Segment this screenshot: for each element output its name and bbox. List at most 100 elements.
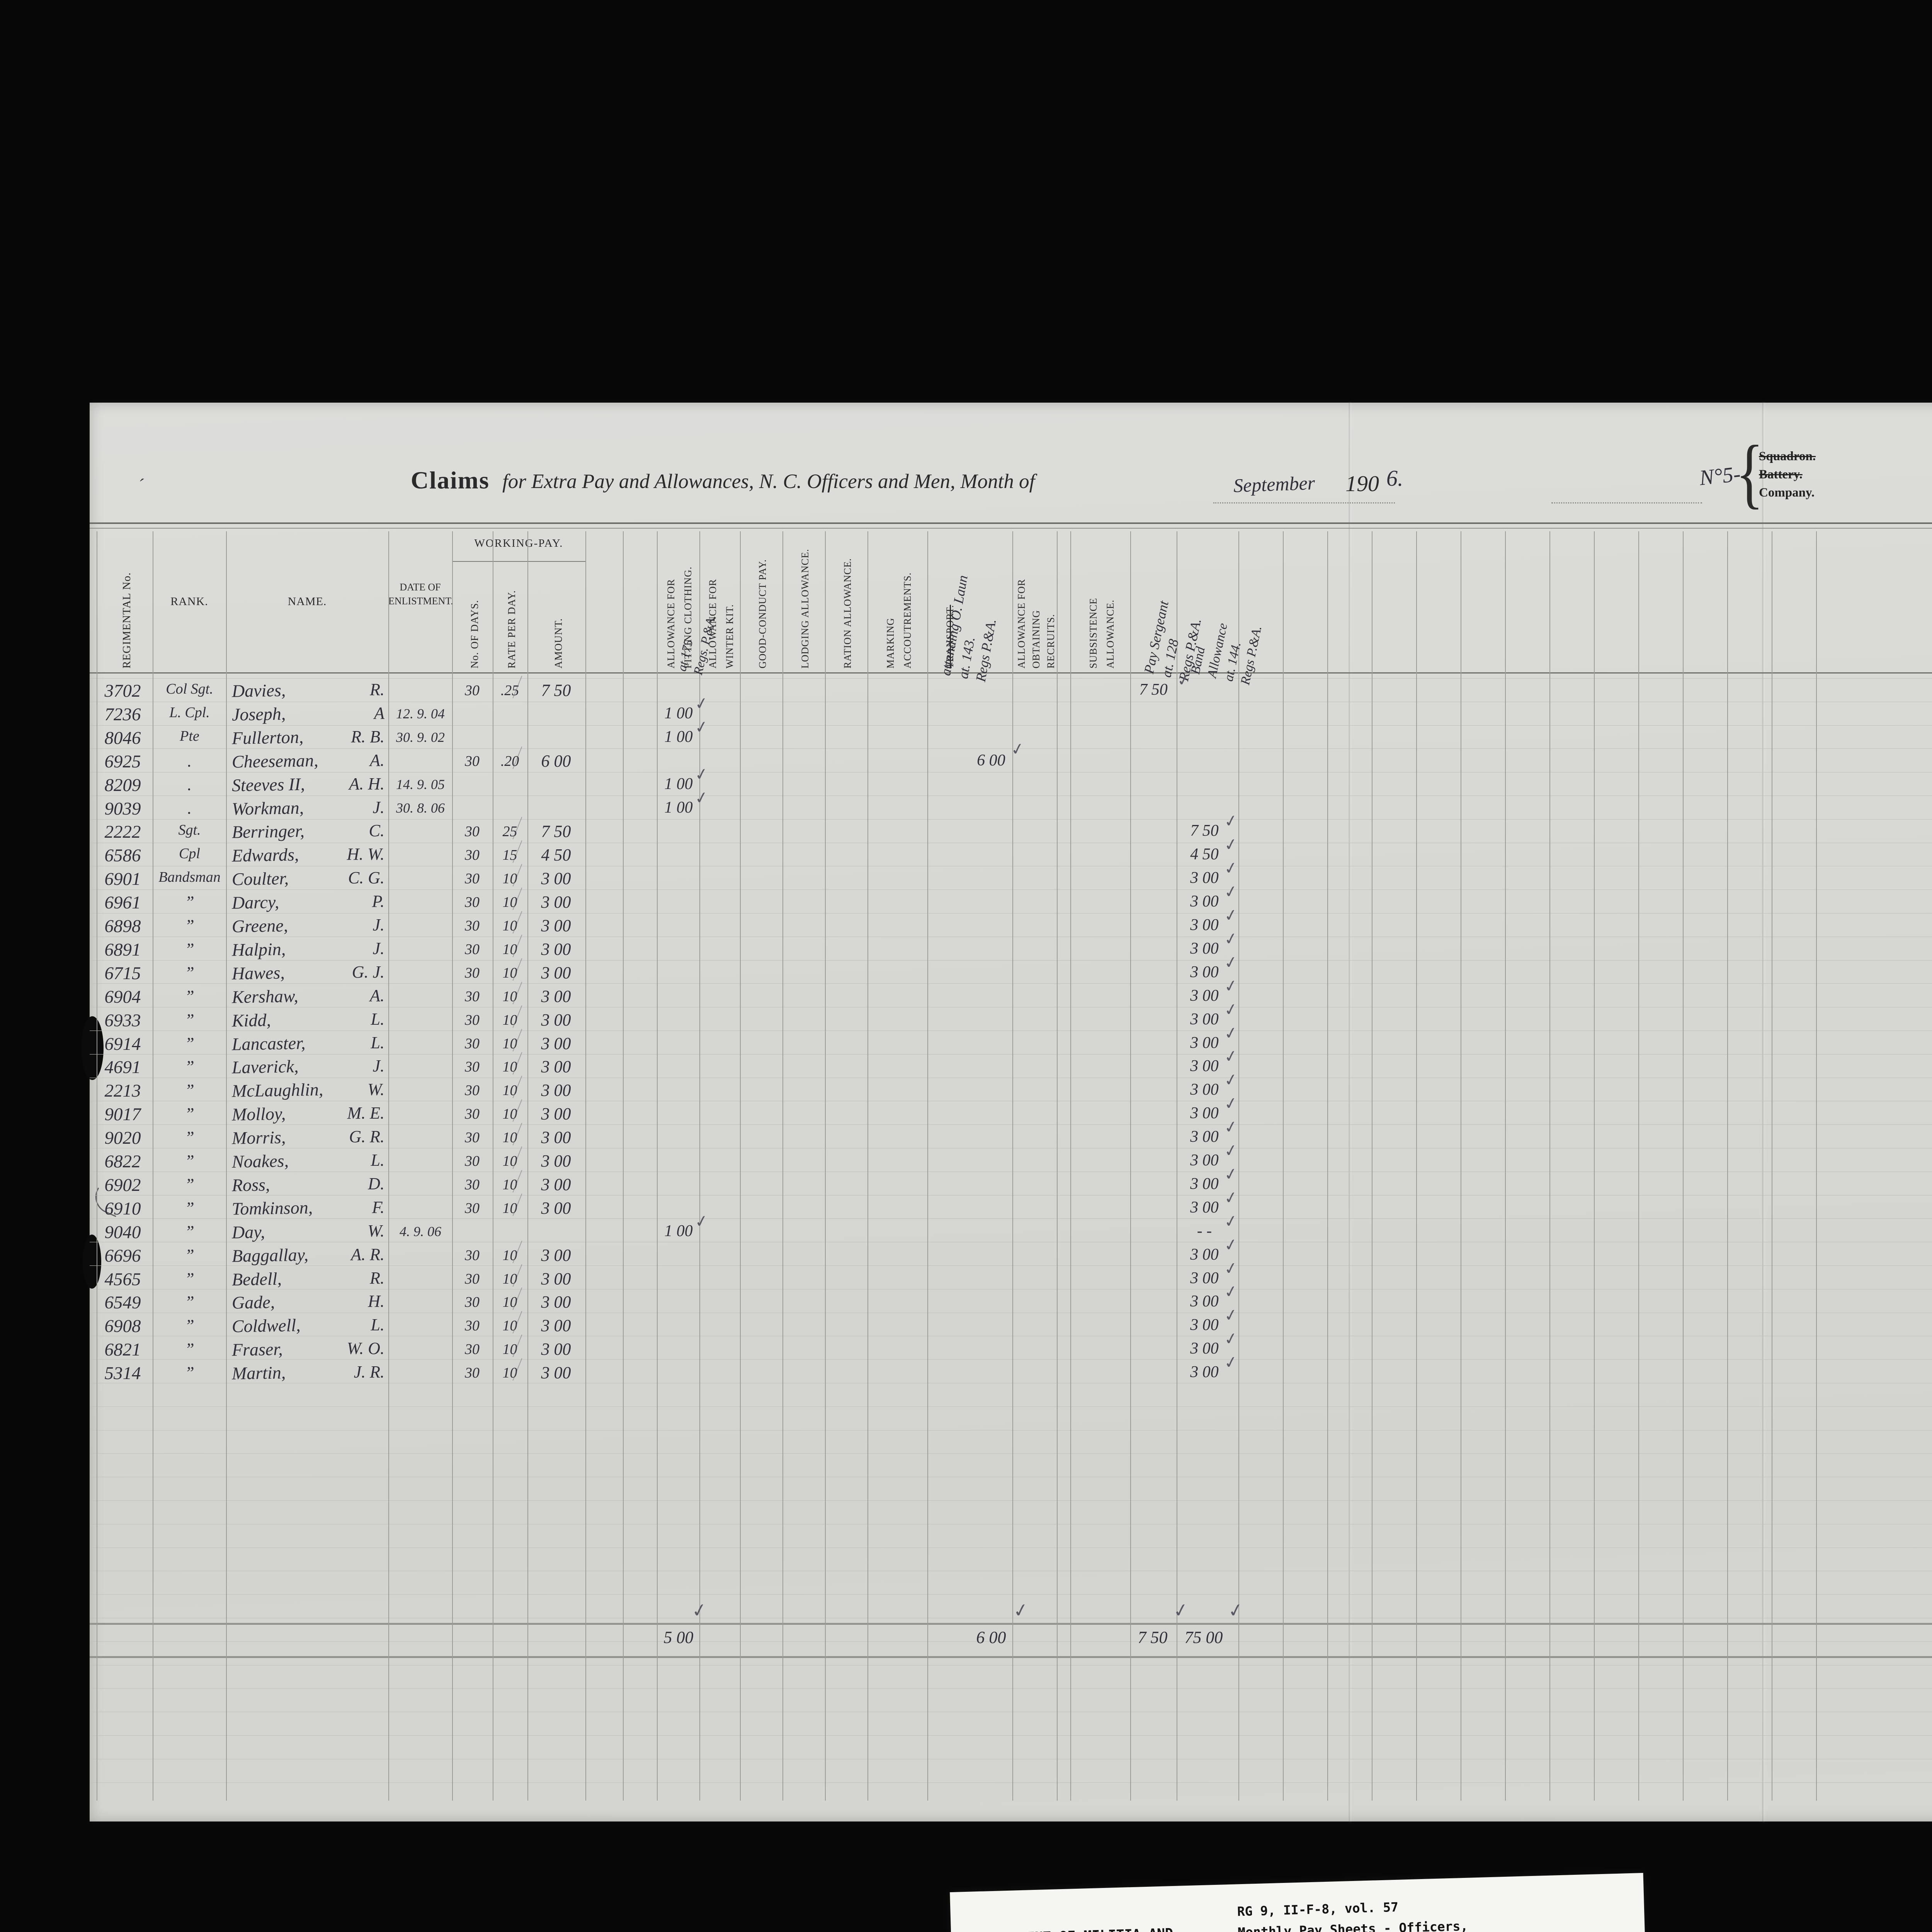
- cell-band-allowance: 3 00: [1190, 1269, 1219, 1287]
- cell-rank: Cpl: [179, 845, 200, 862]
- cell-amount: 4 50: [541, 845, 571, 864]
- cell-regimental-no: 2213: [104, 1081, 141, 1101]
- cell-regimental-no: 6904: [104, 987, 141, 1007]
- rule-line: [90, 1265, 1932, 1266]
- col-header-line: RATION ALLOWANCE.: [842, 558, 853, 668]
- cell-initials: A.: [370, 986, 384, 1005]
- cell-rate: 10: [502, 988, 517, 1005]
- cell-days: 30: [465, 1106, 480, 1122]
- cell-amount: 3 00: [541, 869, 571, 888]
- cell-band-allowance: 7 50: [1190, 822, 1219, 840]
- column-line: [657, 531, 658, 1801]
- cell-days: 30: [465, 823, 480, 840]
- cell-band-allowance: 3 00: [1190, 1057, 1219, 1075]
- column-line: [782, 531, 783, 1801]
- column-line: [452, 531, 453, 1801]
- cell-days: 30: [465, 1082, 480, 1099]
- cell-days: 30: [465, 871, 480, 887]
- col-header-vertical: REGIMENTAL No.: [100, 540, 154, 671]
- cell-initials: R.: [370, 1269, 384, 1287]
- cell-days: 30: [465, 941, 480, 957]
- col-header-vertical: No. OF DAYS.: [455, 563, 494, 671]
- col-header-date-of-enlistment: DATE OF ENLISTMENT.: [388, 580, 453, 608]
- col-header-line: ALLOWANCE FOR: [665, 579, 677, 668]
- cell-amount: 3 00: [541, 963, 571, 982]
- month-blank-line: [1213, 502, 1395, 503]
- column-line: [623, 531, 624, 1801]
- cell-rank: ”: [185, 1199, 194, 1218]
- cell-initials: R.: [370, 680, 384, 699]
- col-header-line: RECRUITS.: [1045, 614, 1056, 668]
- cell-initials: J.: [372, 939, 384, 958]
- cell-rank: ”: [185, 940, 194, 959]
- cell-amount: 3 00: [541, 1104, 571, 1123]
- cell-days: 30: [465, 918, 480, 934]
- year-handwritten: 6.: [1386, 466, 1403, 491]
- cell-initials: L.: [371, 1010, 384, 1029]
- cell-rate: 10: [502, 918, 517, 934]
- cell-date-of-enlistment: 4. 9. 06: [400, 1224, 441, 1239]
- paper-crease: [1349, 403, 1350, 1821]
- totals-rule-top: [90, 1623, 1932, 1625]
- cell-rate: 15: [502, 847, 517, 863]
- cell-rate: 10: [502, 1247, 517, 1264]
- cell-regimental-no: 6933: [104, 1010, 141, 1031]
- column-line: [1238, 531, 1239, 1801]
- cell-days: 30: [465, 894, 480, 910]
- cell-date-of-enlistment: 12. 9. 04: [396, 706, 445, 721]
- cell-fitting-clothing: 1 00: [664, 799, 693, 816]
- cell-regimental-no: 6821: [104, 1340, 141, 1360]
- cell-initials: F.: [372, 1198, 384, 1217]
- col-header-line: OBTAINING: [1030, 610, 1042, 668]
- cell-initials: G. J.: [352, 963, 384, 981]
- cell-days: 30: [465, 1365, 480, 1381]
- cell-initials: A. R.: [351, 1245, 384, 1264]
- cell-rank: ”: [185, 1222, 194, 1241]
- cell-rank: Sgt.: [178, 822, 201, 838]
- column-line: [1638, 531, 1639, 1801]
- rule-line: [90, 1406, 1932, 1407]
- cell-days: 30: [465, 1036, 480, 1052]
- cell-amount: 3 00: [541, 1057, 571, 1076]
- cell-band-allowance: 3 00: [1190, 916, 1219, 934]
- cell-regimental-no: 6910: [104, 1199, 141, 1219]
- rule-line: [90, 1359, 1932, 1360]
- cell-rank: ”: [185, 1340, 194, 1359]
- cell-initials: W.: [367, 1080, 384, 1099]
- rule-line: [90, 983, 1932, 984]
- cell-amount: 3 00: [541, 987, 571, 1006]
- cell-amount: 3 00: [541, 1081, 571, 1100]
- cell-regimental-no: 9039: [104, 799, 141, 819]
- month-handwritten: September: [1233, 472, 1315, 497]
- unit-options: Squadron. Battery. Company.: [1759, 447, 1816, 502]
- cell-amount: 3 00: [541, 1010, 571, 1029]
- col-header-vertical: LODGING ALLOWANCE.: [784, 540, 827, 671]
- cell-fitting-clothing: 1 00: [664, 728, 693, 746]
- cell-days: 30: [465, 1271, 480, 1287]
- cell-initials: H. W.: [347, 845, 384, 864]
- cell-rate: 10: [502, 1177, 517, 1193]
- cell-regimental-no: 6961: [104, 893, 141, 913]
- col-header-line: ALLOWANCE FOR: [1015, 579, 1027, 668]
- year-printed: 190: [1345, 471, 1379, 496]
- cell-initials: W.: [367, 1221, 384, 1240]
- cell-regimental-no: 4691: [104, 1057, 141, 1077]
- cell-regimental-no: 5314: [104, 1363, 141, 1383]
- column-line: [1727, 531, 1728, 1801]
- cell-band-allowance: 3 00: [1190, 1151, 1219, 1169]
- cell-rank: ”: [185, 893, 194, 912]
- column-line: [1057, 531, 1058, 1801]
- cell-rate: 10: [502, 941, 517, 957]
- column-line: [1683, 531, 1684, 1801]
- col-header-working-pay: WORKING-PAY.: [474, 537, 563, 549]
- title-rest: for Extra Pay and Allowances, N. C. Offi…: [502, 470, 1035, 493]
- col-header-line: LODGING ALLOWANCE.: [799, 549, 811, 668]
- cell-days: 30: [465, 1318, 480, 1334]
- cell-regimental-no: 6891: [104, 940, 141, 960]
- column-line: [1130, 531, 1131, 1801]
- cell-regimental-no: 6908: [104, 1316, 141, 1336]
- rule-line: [90, 1641, 1932, 1642]
- title-rule: [90, 522, 1932, 524]
- reference-stamp-text: RG 9, II-F-8, vol. 57 Monthly Pay Sheets…: [1237, 1893, 1539, 1932]
- column-line: [740, 531, 741, 1801]
